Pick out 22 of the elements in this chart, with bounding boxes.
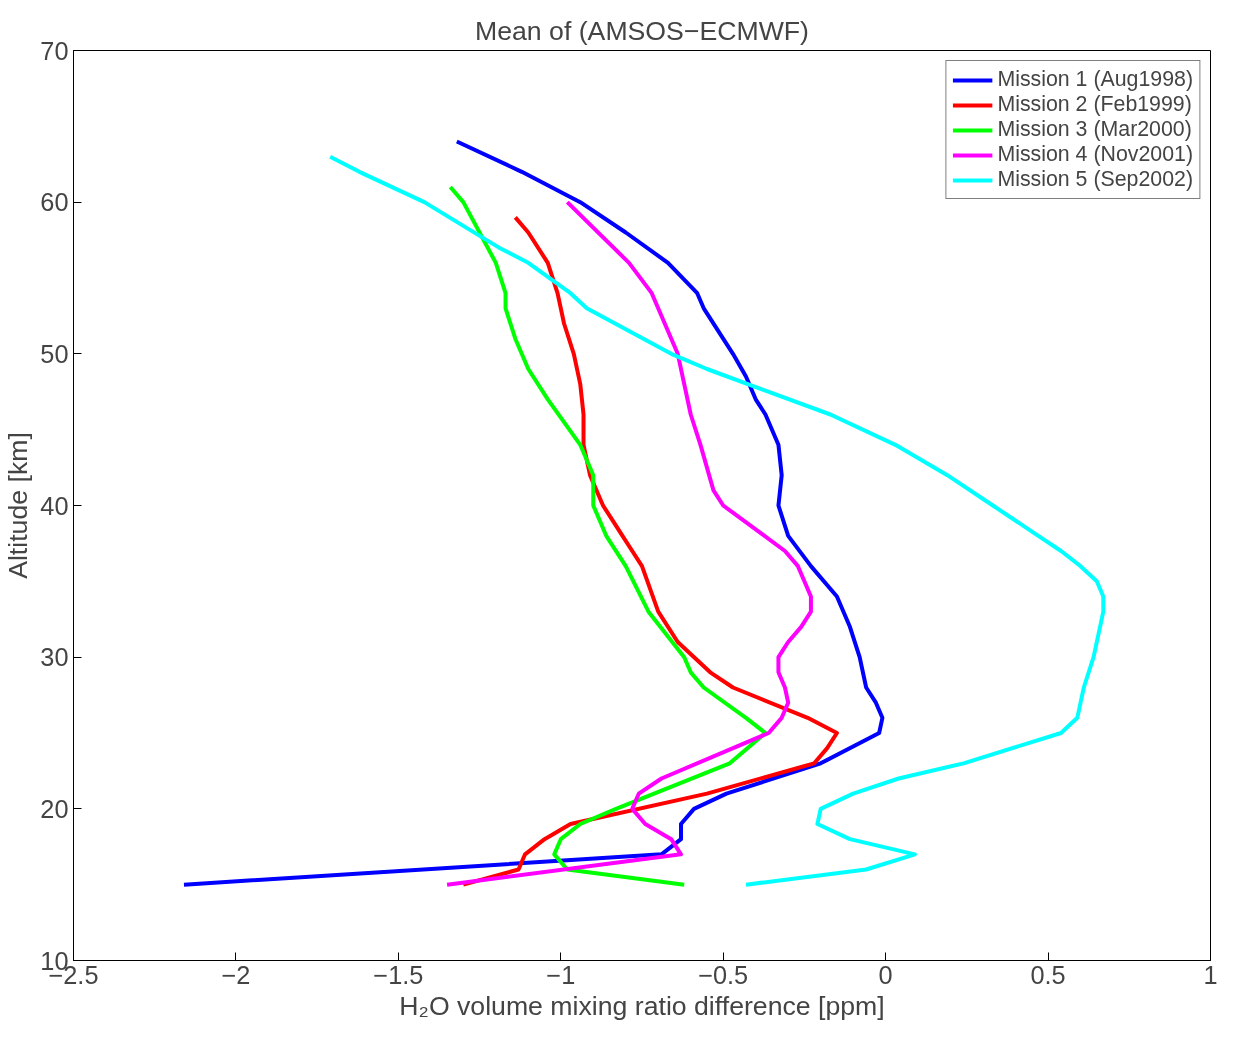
chart-title: Mean of (AMSOS−ECMWF) <box>475 15 809 46</box>
legend-label: Mission 5 (Sep2002) <box>997 167 1193 192</box>
y-tick-label: 30 <box>40 643 69 672</box>
x-tick-label: −2 <box>221 960 251 989</box>
y-tick-label: 50 <box>40 339 69 368</box>
x-tick-label: 0 <box>878 960 893 989</box>
x-axis-title: H₂O volume mixing ratio difference [ppm] <box>399 990 885 1021</box>
y-axis-title: Altitude [km] <box>3 432 34 579</box>
y-tick-label: 70 <box>40 36 69 65</box>
legend-label: Mission 1 (Aug1998) <box>997 67 1193 92</box>
x-tick-label: 0.5 <box>1030 960 1066 989</box>
y-tick-label: 60 <box>40 188 69 217</box>
line-series <box>181 139 885 887</box>
y-tick-label: 20 <box>40 794 69 823</box>
legend-label: Mission 4 (Nov2001) <box>997 142 1193 167</box>
x-tick-label: −1 <box>546 960 576 989</box>
legend-label: Mission 3 (Mar2000) <box>997 117 1192 142</box>
x-tick-label: −1.5 <box>373 960 424 989</box>
x-tick-label: −0.5 <box>698 960 749 989</box>
legend-label: Mission 2 (Feb1999) <box>997 92 1192 117</box>
x-tick-label: 1 <box>1203 960 1218 989</box>
y-tick-label: 40 <box>40 491 69 520</box>
